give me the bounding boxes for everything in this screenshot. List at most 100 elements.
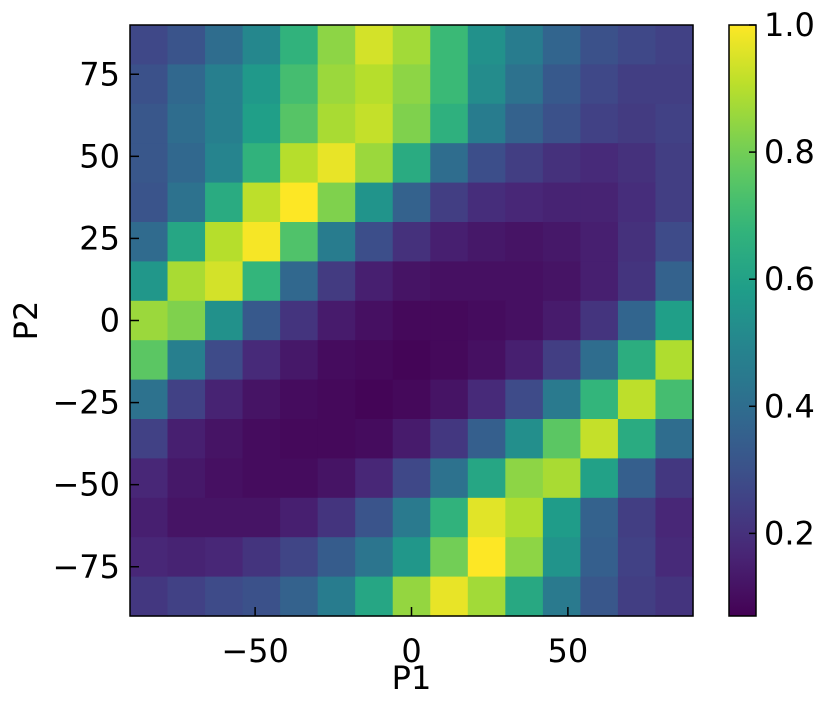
heatmap-cell xyxy=(467,497,506,538)
heatmap-cell xyxy=(505,143,544,184)
heatmap-cell xyxy=(130,379,169,420)
heatmap-cell xyxy=(355,340,394,381)
heatmap-cell xyxy=(205,25,244,65)
heatmap-cell xyxy=(542,300,581,341)
heatmap-cell xyxy=(467,458,506,499)
heatmap-cell xyxy=(317,576,356,617)
heatmap-cell xyxy=(505,458,544,499)
heatmap-cell xyxy=(580,497,619,538)
heatmap-cell xyxy=(355,300,394,341)
heatmap-cell xyxy=(242,143,281,184)
heatmap-cell xyxy=(355,261,394,302)
heatmap-cell xyxy=(167,143,206,184)
heatmap-cell xyxy=(467,64,506,105)
heatmap-cell xyxy=(617,576,657,617)
heatmap-cell xyxy=(505,537,544,578)
heatmap-cell xyxy=(242,64,281,105)
heatmap-cell xyxy=(242,182,281,223)
heatmap-cell xyxy=(392,300,431,341)
heatmap-cell xyxy=(392,537,431,578)
heatmap-cell xyxy=(242,537,281,578)
heatmap-cell xyxy=(430,143,469,184)
heatmap-cell xyxy=(280,537,319,578)
heatmap-cell xyxy=(430,182,469,223)
heatmap-cell xyxy=(580,379,619,420)
heatmap-cell xyxy=(392,143,431,184)
heatmap-cell xyxy=(205,222,244,262)
heatmap-cell xyxy=(167,537,206,578)
heatmap-cell xyxy=(505,182,544,223)
heatmap-cell xyxy=(130,340,169,381)
heatmap-cell xyxy=(205,576,244,617)
heatmap-cell xyxy=(580,576,619,617)
heatmap-cell xyxy=(467,261,506,302)
heatmap-cell xyxy=(617,261,657,302)
heatmap-cell xyxy=(205,419,244,459)
heatmap-cell xyxy=(317,222,356,262)
heatmap-cell xyxy=(542,340,581,381)
heatmap-cell xyxy=(467,143,506,184)
heatmap-cell xyxy=(317,103,356,144)
heatmap-cell xyxy=(242,25,281,65)
heatmap-cell xyxy=(542,261,581,302)
heatmap-cell xyxy=(430,300,469,341)
heatmap-cell xyxy=(317,419,356,459)
heatmap-cell xyxy=(205,182,244,223)
heatmap-cell xyxy=(467,25,506,65)
colorbar-ticks: 1.0 0.8 0.6 0.4 0.2 xyxy=(749,6,815,552)
heatmap-cell xyxy=(655,64,694,105)
heatmap-cell xyxy=(580,25,619,65)
colorbar-tick-label: 0.8 xyxy=(764,133,815,171)
y-tick-label: −25 xyxy=(52,384,120,422)
heatmap-cell xyxy=(167,300,206,341)
heatmap-cell xyxy=(580,537,619,578)
heatmap-cell xyxy=(280,143,319,184)
heatmap-cell xyxy=(655,261,694,302)
heatmap-cell xyxy=(280,576,319,617)
heatmap-cell xyxy=(467,222,506,262)
heatmap-cell xyxy=(505,419,544,459)
x-axis-label: P1 xyxy=(392,659,432,697)
y-axis-ticks: 75 50 25 0 −25 −50 −75 xyxy=(52,55,139,586)
heatmap-cell xyxy=(392,261,431,302)
heatmap-cell xyxy=(655,300,694,341)
heatmap-cell xyxy=(167,222,206,262)
heatmap-cell xyxy=(655,25,694,65)
heatmap-cell xyxy=(130,458,169,499)
heatmap-cell xyxy=(355,64,394,105)
heatmap-cell xyxy=(430,576,469,617)
y-tick-label: 0 xyxy=(100,302,120,340)
heatmap-cell xyxy=(467,103,506,144)
heatmap-cell xyxy=(130,103,169,144)
heatmap-cell xyxy=(355,222,394,262)
heatmap-cell xyxy=(430,64,469,105)
heatmap-cell xyxy=(542,143,581,184)
heatmap-cell xyxy=(242,458,281,499)
heatmap-cell xyxy=(655,537,694,578)
heatmap-cell xyxy=(205,379,244,420)
heatmap-cell xyxy=(355,103,394,144)
heatmap-cell xyxy=(505,261,544,302)
heatmap-cell xyxy=(392,340,431,381)
heatmap-cell xyxy=(617,103,657,144)
heatmap-cell xyxy=(392,103,431,144)
heatmap-cell xyxy=(280,261,319,302)
heatmap-cell xyxy=(205,497,244,538)
heatmap-cell xyxy=(392,419,431,459)
heatmap-cell xyxy=(467,300,506,341)
x-tick-label: 50 xyxy=(548,632,589,670)
heatmap-cell xyxy=(505,300,544,341)
heatmap-cell xyxy=(430,497,469,538)
heatmap-cell xyxy=(505,497,544,538)
heatmap-cell xyxy=(467,419,506,459)
heatmap-cell xyxy=(430,419,469,459)
heatmap-cell xyxy=(242,497,281,538)
heatmap-cell xyxy=(205,458,244,499)
heatmap-cell xyxy=(280,340,319,381)
heatmap-cell xyxy=(542,222,581,262)
heatmap-cell xyxy=(542,537,581,578)
heatmap-cell xyxy=(505,340,544,381)
heatmap-cell xyxy=(542,103,581,144)
heatmap-cell xyxy=(655,103,694,144)
heatmap-cell xyxy=(655,143,694,184)
